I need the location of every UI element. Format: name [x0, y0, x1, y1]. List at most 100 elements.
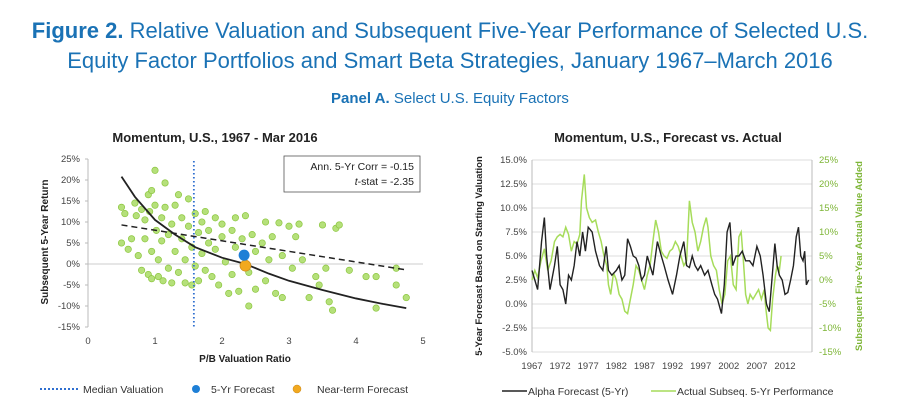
scatter-chart-title: Momentum, U.S., 1967 - Mar 2016 [112, 130, 317, 145]
figure-title-text: Relative Valuation and Subsequent Five-Y… [129, 18, 869, 43]
scatter-point [164, 264, 172, 272]
scatter-point [318, 221, 327, 229]
y-right-tick-label: -5% [819, 299, 836, 310]
alpha-forecast-line [531, 217, 810, 314]
x-tick-label: 5 [420, 336, 425, 347]
scatter-point [208, 273, 216, 281]
tstat-t: t [355, 176, 359, 188]
scatter-point [345, 266, 353, 274]
y-tick-label: 25% [61, 154, 81, 165]
figure-title-line2: Equity Factor Portfolios and Smart Beta … [67, 48, 833, 73]
scatter-point [164, 231, 172, 239]
y-left-tick-label: 10.0% [500, 203, 527, 214]
scatter-point [158, 237, 166, 245]
x-tick-label: 2012 [774, 361, 795, 372]
scatter-point [231, 243, 239, 251]
scatter-axes: 25% 20% 15% 10% 5% 0% -5% -10% -15% 0 1 2 3 4 5 [58, 154, 426, 347]
scatter-point [198, 218, 206, 226]
scatter-point [285, 222, 293, 230]
scatter-point [248, 231, 256, 239]
scatter-point [228, 226, 236, 234]
x-tick-label: 2002 [718, 361, 739, 372]
scatter-point [278, 252, 286, 260]
scatter-point [312, 273, 320, 281]
scatter-point [184, 222, 193, 230]
scatter-point [272, 289, 280, 297]
x-tick-label: 1982 [606, 361, 627, 372]
scatter-point [131, 199, 139, 207]
figure-label: Figure 2. [31, 18, 124, 43]
scatter-point [288, 264, 296, 272]
scatter-point [151, 166, 159, 174]
legend-alpha-label: Alpha Forecast (5-Yr) [528, 386, 628, 398]
scatter-point [134, 252, 142, 260]
scatter-point [148, 247, 156, 255]
scatter-point [295, 220, 303, 228]
tstat-rest: -stat = -2.35 [358, 176, 414, 188]
scatter-point [161, 203, 169, 211]
scatter-point [124, 245, 132, 253]
scatter-point [372, 273, 380, 281]
x-tick-label: 1992 [662, 361, 683, 372]
y-right-tick-label: 10% [819, 227, 839, 238]
scatter-point [191, 210, 199, 218]
near-term-forecast-point [239, 259, 252, 272]
y-tick-label: 5% [66, 238, 80, 249]
line-chart-title: Momentum, U.S., Forecast vs. Actual [554, 130, 782, 145]
x-tick-label: 1997 [690, 361, 711, 372]
y-right-tick-label: 0% [819, 275, 833, 286]
x-tick-label: 4 [353, 336, 358, 347]
y-left-tick-label: -5.0% [502, 347, 527, 358]
scatter-point [292, 233, 300, 241]
scatter-point [174, 191, 183, 199]
scatter-point [228, 270, 236, 279]
scatter-point [195, 228, 203, 237]
scatter-point [171, 247, 179, 255]
scatter-point [128, 235, 136, 243]
scatter-point [211, 245, 219, 253]
scatter-point [245, 302, 253, 310]
scatter-point [251, 285, 260, 293]
x-tick-label: 2 [219, 336, 224, 347]
scatter-point [154, 273, 162, 281]
scatter-point [181, 256, 189, 264]
scatter-point [151, 201, 159, 209]
x-tick-label: 1987 [634, 361, 655, 372]
line-ylabel-left: 5-Year Forecast Based on Starting Valuat… [474, 156, 485, 356]
legend-actual-label: Actual Subseq. 5-Yr Performance [677, 386, 834, 398]
scatter-point [335, 221, 343, 229]
legend-5yr-swatch [192, 385, 200, 393]
scatter-point [205, 226, 213, 234]
x-tick-label: 3 [286, 336, 291, 347]
y-right-tick-label: 5% [819, 251, 833, 262]
scatter-point [241, 212, 250, 220]
x-tick-label: 1972 [550, 361, 571, 372]
legend-5yr-label: 5-Yr Forecast [211, 384, 275, 396]
y-left-tick-label: 5.0% [505, 251, 527, 262]
scatter-point [265, 256, 273, 264]
scatter-point [141, 216, 149, 224]
scatter-point [148, 186, 156, 195]
actual-performance-line [531, 174, 782, 333]
corr-annotation: Ann. 5-Yr Corr = -0.15 [310, 161, 414, 173]
scatter-point [138, 266, 146, 274]
scatter-point [117, 239, 126, 247]
scatter-point [298, 256, 306, 264]
scatter-point [201, 207, 209, 216]
scatter-point [211, 214, 219, 222]
scatter-point [268, 233, 276, 241]
scatter-point [148, 275, 156, 283]
y-tick-label: -5% [63, 280, 80, 291]
scatter-point [258, 239, 266, 247]
scatter-point [121, 210, 129, 218]
scatter-point [275, 219, 283, 227]
scatter-point [181, 279, 189, 287]
stats-box [283, 155, 421, 193]
scatter-point [154, 256, 162, 264]
scatter-point [328, 306, 337, 314]
scatter-point [362, 273, 370, 281]
scatter-point [315, 281, 323, 289]
scatter-point [305, 294, 313, 302]
panel-label: Panel A. [331, 90, 390, 107]
